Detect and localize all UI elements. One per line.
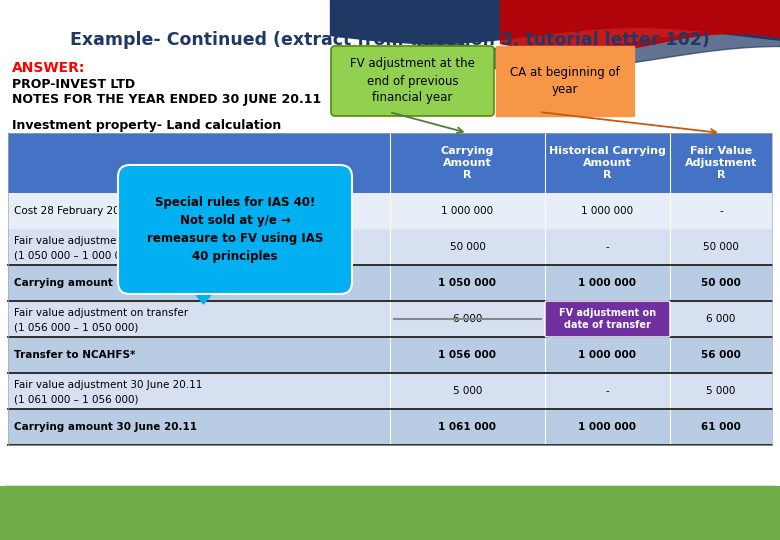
Text: 1 000 000: 1 000 000 — [579, 278, 636, 288]
Text: Fair value adjustment on transfer: Fair value adjustment on transfer — [14, 308, 188, 318]
Text: Fair value adjustment 28 February 20.10: Fair value adjustment 28 February 20.10 — [14, 236, 226, 246]
Text: (1 056 000 – 1 050 000): (1 056 000 – 1 050 000) — [14, 322, 138, 332]
Bar — [8, 265, 772, 301]
Text: 50 000: 50 000 — [449, 242, 485, 252]
Text: Carrying
Amount
R: Carrying Amount R — [441, 146, 495, 180]
Text: (1 050 000 – 1 000 000): (1 050 000 – 1 000 000) — [14, 250, 138, 260]
Text: 5 000: 5 000 — [707, 386, 736, 396]
Text: 50 000: 50 000 — [703, 242, 739, 252]
Text: 1 050 000: 1 050 000 — [438, 278, 497, 288]
Bar — [8, 193, 772, 229]
Text: Carrying amount 30 June 20.11: Carrying amount 30 June 20.11 — [14, 422, 197, 432]
Text: -: - — [605, 386, 609, 396]
Bar — [8, 373, 772, 409]
Text: FV adjustment at the
end of previous
financial year: FV adjustment at the end of previous fin… — [350, 57, 475, 105]
Text: Cost 28 February 20.10: Cost 28 February 20.10 — [14, 206, 136, 216]
FancyBboxPatch shape — [545, 301, 670, 337]
Text: Historical Carrying
Amount
R: Historical Carrying Amount R — [549, 146, 666, 180]
Text: 61 000: 61 000 — [701, 422, 741, 432]
Bar — [8, 133, 772, 193]
Text: 1 061 000: 1 061 000 — [438, 422, 497, 432]
Text: 1 000 000: 1 000 000 — [579, 422, 636, 432]
Text: PROP-INVEST LTD: PROP-INVEST LTD — [12, 78, 135, 91]
Text: -: - — [719, 206, 723, 216]
Bar — [0, 485, 780, 540]
Text: CA at beginning of
year: CA at beginning of year — [510, 66, 620, 96]
Text: 6 000: 6 000 — [707, 314, 736, 324]
Text: 50 000: 50 000 — [701, 278, 741, 288]
Text: 1 000 000: 1 000 000 — [581, 206, 633, 216]
Text: 6 000: 6 000 — [453, 314, 482, 324]
Bar — [8, 301, 772, 337]
Text: Special rules for IAS 40!
Not sold at y/e →
remeasure to FV using IAS
40 princip: Special rules for IAS 40! Not sold at y/… — [147, 196, 323, 263]
Text: 1 000 000: 1 000 000 — [441, 206, 494, 216]
Text: 5 000: 5 000 — [453, 386, 482, 396]
Bar — [8, 409, 772, 445]
Text: (1 061 000 – 1 056 000): (1 061 000 – 1 056 000) — [14, 394, 139, 404]
Bar — [8, 133, 772, 445]
Text: 1 000 000: 1 000 000 — [579, 350, 636, 360]
Text: -: - — [605, 242, 609, 252]
Bar — [8, 229, 772, 265]
Text: Investment property- Land calculation: Investment property- Land calculation — [12, 118, 282, 132]
Text: FV adjustment on
date of transfer: FV adjustment on date of transfer — [559, 308, 656, 330]
Text: ANSWER:: ANSWER: — [12, 61, 85, 75]
Text: NOTES FOR THE YEAR ENDED 30 JUNE 20.11: NOTES FOR THE YEAR ENDED 30 JUNE 20.11 — [12, 92, 321, 105]
Text: Fair value adjustment 30 June 20.11: Fair value adjustment 30 June 20.11 — [14, 380, 202, 390]
Text: Carrying amount 30 June 20.10: Carrying amount 30 June 20.10 — [14, 278, 197, 288]
Text: 1 056 000: 1 056 000 — [438, 350, 497, 360]
Text: Fair Value
Adjustment
R: Fair Value Adjustment R — [685, 146, 757, 180]
Text: Transfer to NCAHFS*: Transfer to NCAHFS* — [14, 350, 136, 360]
Bar — [8, 337, 772, 373]
FancyBboxPatch shape — [496, 46, 634, 116]
Text: 56 000: 56 000 — [701, 350, 741, 360]
FancyBboxPatch shape — [331, 46, 494, 116]
Text: Example- Continued (extract from question 3, tutorial letter 102): Example- Continued (extract from questio… — [70, 31, 710, 49]
Polygon shape — [186, 282, 222, 304]
FancyBboxPatch shape — [118, 165, 352, 294]
